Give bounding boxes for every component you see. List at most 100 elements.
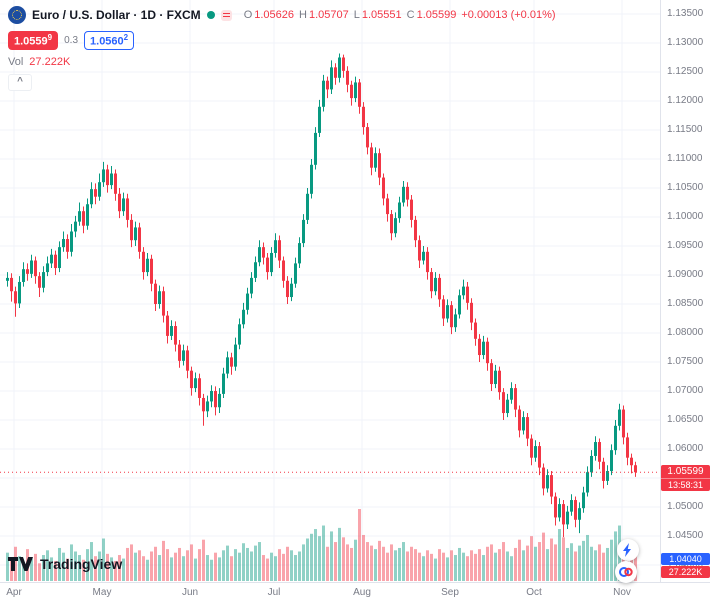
- volume-bar: [222, 550, 225, 581]
- market-status-icon[interactable]: [206, 11, 215, 19]
- candle-body: [294, 263, 297, 284]
- volume-bar: [182, 556, 185, 581]
- candle-body: [374, 153, 377, 168]
- sell-button[interactable]: 1.05599: [8, 31, 59, 50]
- instant-order-button[interactable]: [617, 539, 639, 561]
- volume-bar: [218, 557, 221, 581]
- candle-body: [206, 401, 209, 412]
- candle-body: [502, 392, 505, 414]
- volume-bar: [482, 555, 485, 581]
- candle-body: [546, 475, 549, 489]
- ohlc-values: O 1.05626 H 1.05707 L 1.05551 C 1.05599 …: [244, 9, 556, 21]
- candle-body: [474, 322, 477, 339]
- volume-bar: [586, 534, 589, 581]
- candle-body: [470, 302, 473, 323]
- volume-bar: [18, 556, 21, 581]
- legend-collapse-button[interactable]: ^: [8, 73, 32, 91]
- lightning-icon: [623, 543, 631, 557]
- volume-bar: [254, 545, 257, 581]
- volume-bar: [546, 549, 549, 581]
- candle-body: [630, 457, 633, 466]
- time-tick-label: Jun: [181, 587, 199, 598]
- candle-body: [78, 211, 81, 222]
- candle-body: [30, 260, 33, 274]
- volume-bar: [518, 539, 521, 581]
- candle-body: [530, 438, 533, 458]
- rings-icon: [619, 567, 633, 577]
- volume-bar: [442, 552, 445, 581]
- candle-body: [562, 504, 565, 525]
- candle-body: [122, 198, 125, 212]
- volume-bar: [570, 543, 573, 581]
- candle-body: [570, 500, 573, 512]
- volume-bar: [134, 552, 137, 581]
- price-axis[interactable]: 1.13500 1.13000 1.12500 1.12000 1.11500 1.110…: [660, 0, 710, 582]
- candle-body: [430, 272, 433, 292]
- candle-body: [174, 326, 177, 345]
- price-tick-label: 1.08500: [667, 298, 704, 309]
- candle-body: [446, 305, 449, 319]
- tradingview-logo-text: TradingView: [40, 556, 123, 572]
- volume-bar: [334, 542, 337, 581]
- time-tick-label: Sep: [441, 587, 459, 598]
- time-tick-label: Aug: [353, 587, 371, 598]
- volume-bar: [634, 548, 637, 581]
- time-axis[interactable]: Apr May Jun Jul Aug Sep Oct Nov: [0, 582, 710, 600]
- last-price-value: 1.05599: [667, 466, 704, 478]
- candle-body: [118, 193, 121, 212]
- broker-connect-button[interactable]: [615, 561, 637, 583]
- candle-body: [150, 258, 153, 284]
- volume-bar: [426, 550, 429, 581]
- volume-bar: [346, 544, 349, 581]
- candle-body: [254, 262, 257, 278]
- ideas-icon[interactable]: [220, 9, 232, 21]
- candle-body: [454, 314, 457, 328]
- volume-bar: [70, 544, 73, 581]
- volume-bar: [58, 547, 61, 581]
- price-tick-label: 1.04500: [667, 530, 704, 541]
- volume-bar: [410, 546, 413, 581]
- candle-body: [298, 243, 301, 264]
- volume-bar: [390, 544, 393, 581]
- candle-body: [310, 164, 313, 194]
- tradingview-logo[interactable]: TradingView: [8, 556, 122, 572]
- candle-body: [22, 269, 25, 282]
- volume-bar: [226, 545, 229, 581]
- open-label: O: [243, 9, 253, 21]
- candle-body: [274, 240, 277, 253]
- volume-bar: [454, 555, 457, 581]
- candle-body: [442, 299, 445, 319]
- time-tick-label: May: [92, 587, 112, 598]
- volume-bar: [142, 556, 145, 581]
- volume-bar: [158, 555, 161, 581]
- volume-bar: [126, 547, 129, 581]
- candle-body: [94, 189, 97, 197]
- candle-body: [286, 280, 289, 298]
- candle-body: [290, 283, 293, 298]
- candle-body: [226, 357, 229, 374]
- time-tick-label: Apr: [6, 587, 22, 598]
- volume-bar: [6, 552, 9, 581]
- candle-body: [130, 219, 133, 241]
- volume-bar: [118, 555, 121, 581]
- candle-body: [426, 251, 429, 273]
- volume-bar: [490, 544, 493, 581]
- candle-body: [526, 417, 529, 439]
- low-value: 1.05551: [361, 9, 402, 21]
- price-tick-label: 1.07500: [667, 356, 704, 367]
- symbol-title[interactable]: Euro / U.S. Dollar · 1D · FXCM: [32, 8, 201, 22]
- bar-countdown: 13:58:31: [661, 478, 710, 491]
- candle-body: [578, 508, 581, 520]
- candle-body: [234, 344, 237, 367]
- candle-body: [634, 465, 637, 473]
- volume-bar: [170, 557, 173, 581]
- candle-body: [398, 202, 401, 219]
- candle-body: [182, 350, 185, 361]
- volume-bar: [322, 525, 325, 581]
- volume-bar: [526, 545, 529, 581]
- price-tick-label: 1.06500: [667, 414, 704, 425]
- buy-button[interactable]: 1.05602: [84, 31, 135, 50]
- volume-bar: [550, 538, 553, 581]
- volume-bar: [474, 553, 477, 581]
